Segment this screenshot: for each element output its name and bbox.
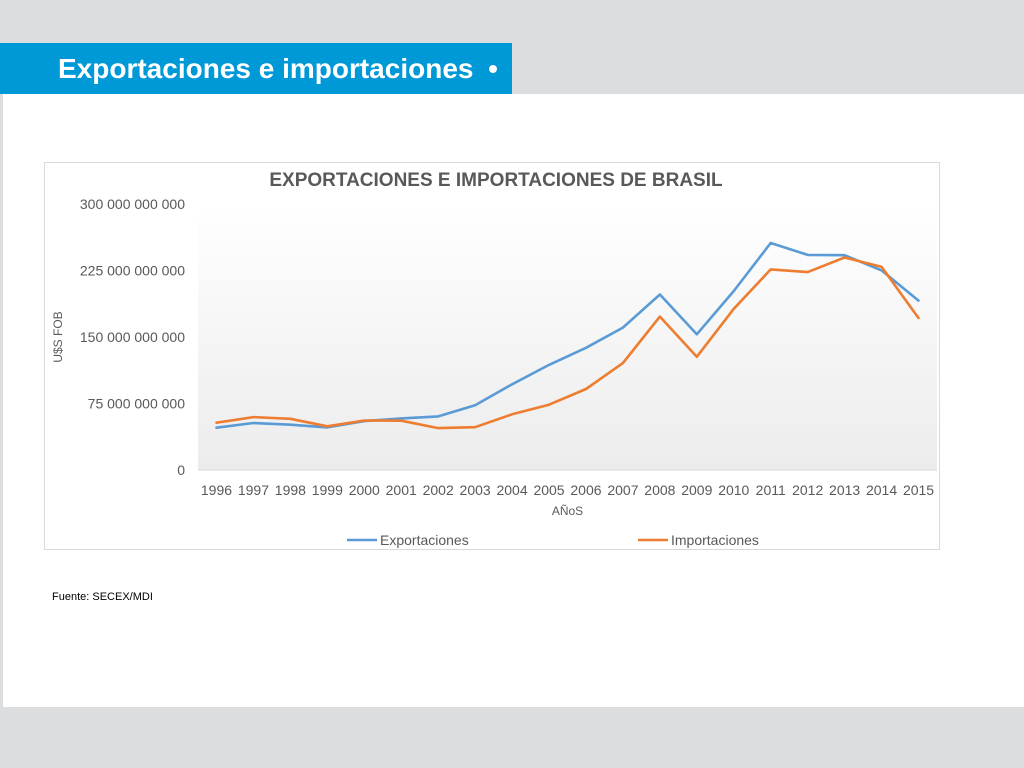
legend-label: Exportaciones — [380, 532, 469, 548]
x-tick-label: 2011 — [756, 482, 786, 498]
y-tick-label: 150 000 000 000 — [80, 329, 185, 345]
series-line-importaciones — [215, 256, 920, 430]
x-tick-label: 2004 — [496, 482, 527, 498]
line-chart: EXPORTACIONES E IMPORTACIONES DE BRASIL … — [51, 170, 937, 548]
y-axis-ticks: 0 75 000 000 000 150 000 000 000 225 000 00… — [80, 196, 185, 478]
x-tick-label: 2002 — [423, 482, 454, 498]
x-tick-label: 2006 — [570, 482, 601, 498]
x-tick-label: 2001 — [386, 482, 417, 498]
chart-frame: EXPORTACIONES E IMPORTACIONES DE BRASIL … — [44, 162, 940, 550]
x-tick-label: 2000 — [349, 482, 380, 498]
plot-area — [198, 204, 937, 470]
legend: Exportaciones Importaciones — [347, 532, 759, 548]
chart-title: EXPORTACIONES E IMPORTACIONES DE BRASIL — [269, 170, 723, 191]
x-tick-label: 1997 — [238, 482, 269, 498]
x-tick-label: 2014 — [866, 482, 897, 498]
y-tick-label: 225 000 000 000 — [80, 263, 185, 279]
x-tick-label: 2008 — [644, 482, 675, 498]
x-tick-label: 1996 — [201, 482, 232, 498]
x-tick-label: 2007 — [607, 482, 638, 498]
legend-label: Importaciones — [671, 532, 759, 548]
y-axis-label: U$S FOB — [51, 311, 65, 362]
x-tick-label: 1998 — [275, 482, 306, 498]
x-tick-label: 2012 — [792, 482, 823, 498]
y-tick-label: 300 000 000 000 — [80, 196, 185, 212]
x-tick-label: 1999 — [312, 482, 343, 498]
series-lines — [215, 241, 920, 430]
y-tick-label: 75 000 000 000 — [88, 396, 186, 412]
source-note: Fuente: SECEX/MDI — [52, 591, 153, 603]
x-tick-label: 2005 — [533, 482, 564, 498]
bullet-icon — [489, 64, 498, 73]
x-axis-label: AÑoS — [552, 504, 583, 518]
title-bar: Exportaciones e importaciones — [0, 43, 512, 94]
page-title: Exportaciones e importaciones — [58, 52, 474, 84]
x-tick-label: 2009 — [681, 482, 712, 498]
y-tick-label: 0 — [177, 462, 185, 478]
x-tick-label: 2013 — [829, 482, 860, 498]
x-tick-label: 2003 — [460, 482, 491, 498]
x-tick-label: 2010 — [718, 482, 749, 498]
x-axis-ticks: 1996 1997 1998 1999 2000 2001 2002 2003 2004 2005… — [201, 482, 934, 498]
x-tick-label: 2015 — [903, 482, 934, 498]
